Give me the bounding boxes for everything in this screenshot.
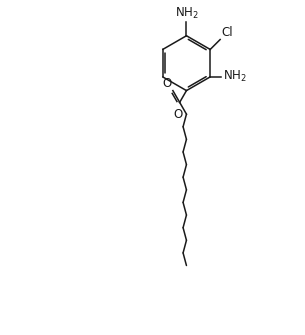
Text: O: O (162, 77, 171, 89)
Text: Cl: Cl (221, 26, 233, 39)
Text: NH$_2$: NH$_2$ (174, 6, 198, 21)
Text: O: O (174, 108, 183, 121)
Text: NH$_2$: NH$_2$ (223, 69, 247, 84)
